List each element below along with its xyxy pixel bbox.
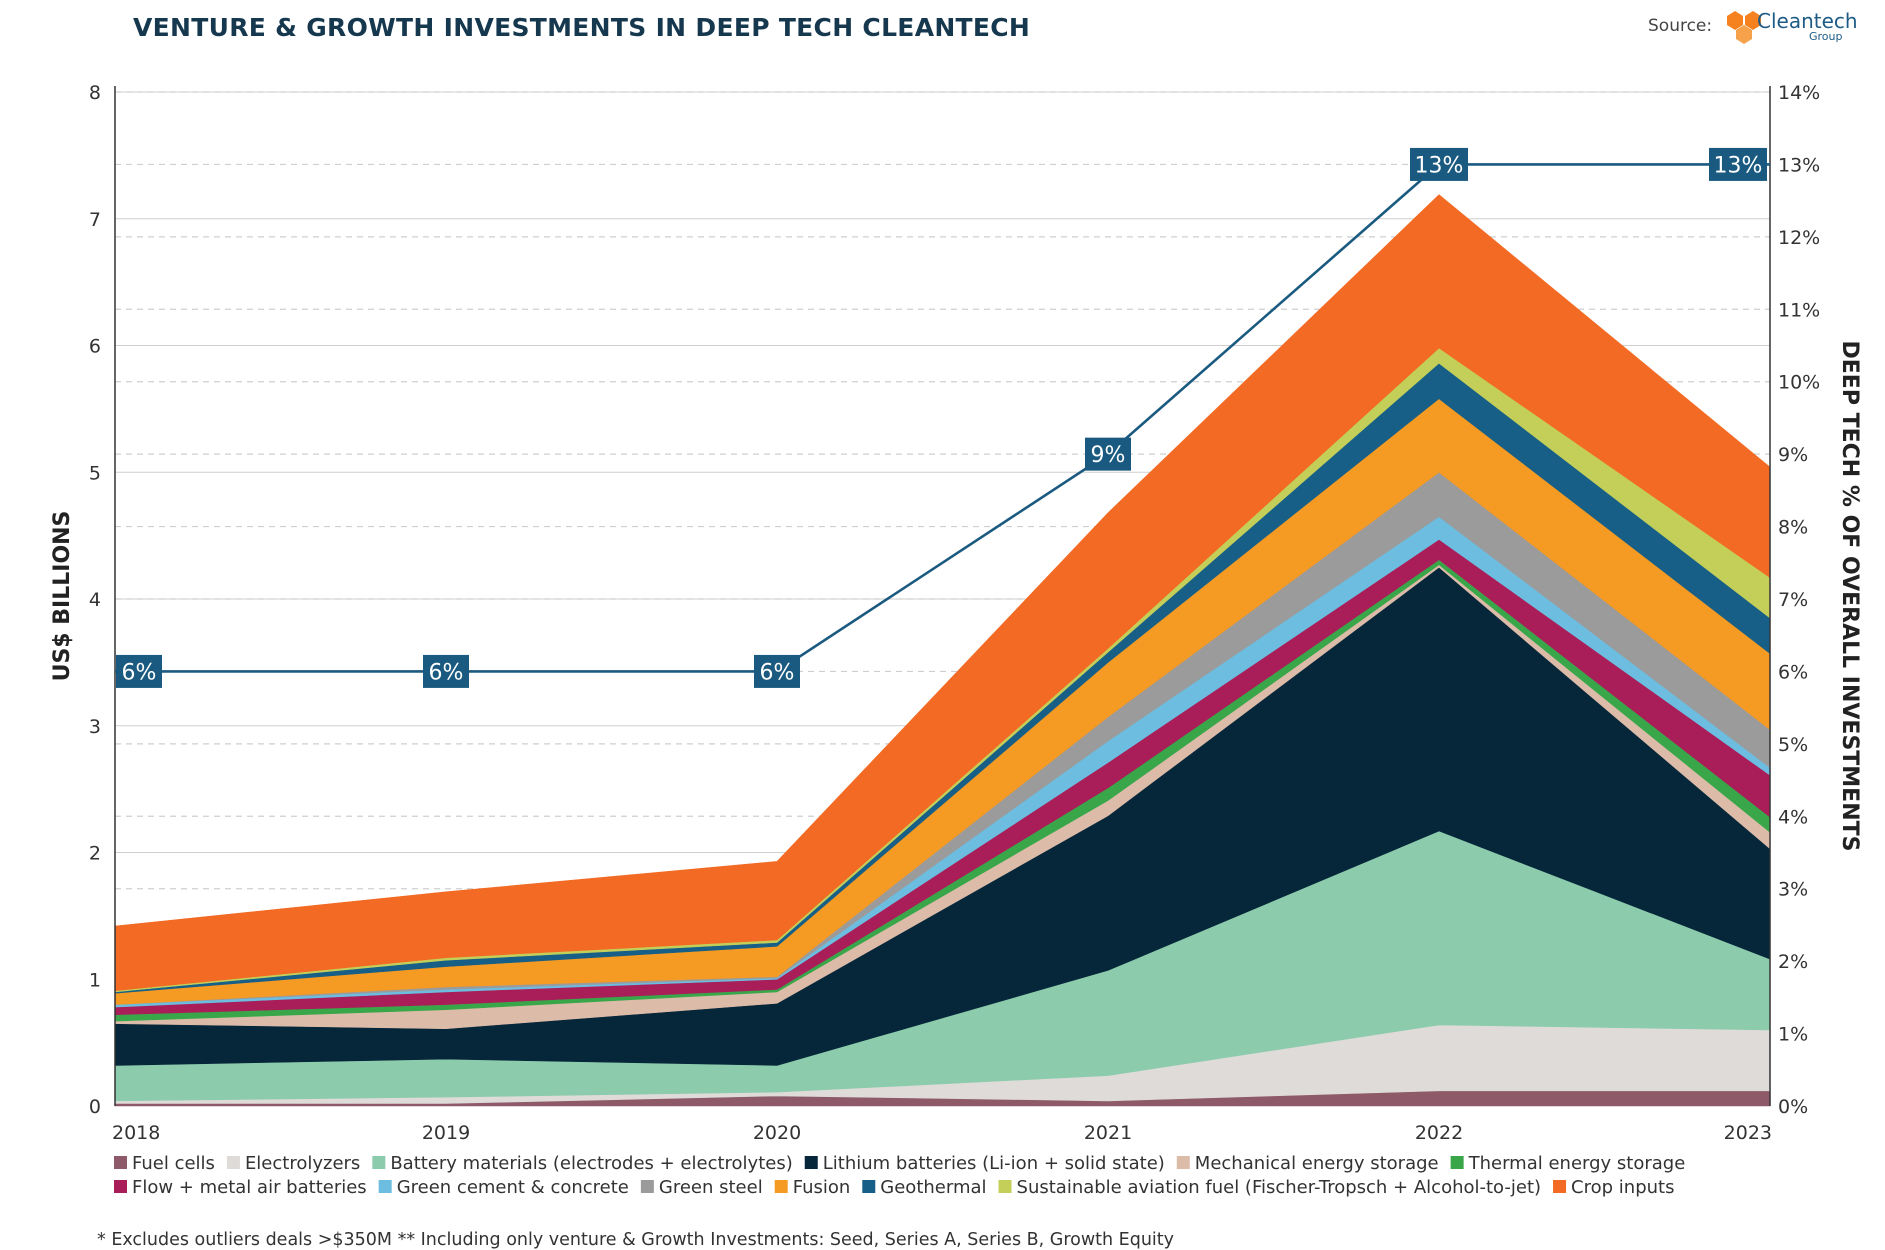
- x-tick-label: 2022: [1415, 1122, 1463, 1144]
- y2-tick-label: 13%: [1778, 154, 1820, 176]
- chart-title: VENTURE & GROWTH INVESTMENTS IN DEEP TEC…: [133, 13, 1030, 42]
- x-tick-label: 2020: [753, 1122, 801, 1144]
- percent-label-box: [1410, 147, 1468, 181]
- legend-label: Geothermal: [880, 1177, 986, 1198]
- x-tick-label: 2019: [422, 1122, 470, 1144]
- legend-swatch: [378, 1180, 392, 1193]
- legend-swatch: [114, 1156, 127, 1169]
- legend-label: Green steel: [659, 1177, 763, 1198]
- percent-label: 13%: [1415, 153, 1464, 178]
- x-tick-label: 2018: [112, 1122, 160, 1144]
- y2-tick-label: 4%: [1778, 806, 1808, 828]
- legend-label: Flow + metal air batteries: [132, 1177, 367, 1198]
- y-axis-title: US$ BILLIONS: [50, 511, 75, 682]
- legend-swatch: [640, 1180, 654, 1193]
- legend-swatch: [998, 1180, 1012, 1193]
- legend-swatch: [774, 1180, 788, 1193]
- legend-label: Lithium batteries (Li-ion + solid state): [823, 1153, 1165, 1174]
- percent-label-box: [116, 654, 162, 688]
- y-tick-label: 3: [89, 716, 101, 738]
- percent-label-box: [1085, 437, 1131, 471]
- percent-label-box: [423, 654, 469, 688]
- y2-tick-label: 5%: [1778, 734, 1808, 756]
- cleantech-logo-icon: [1727, 11, 1761, 44]
- source-label: Source:: [1648, 16, 1712, 36]
- percent-label-box: [754, 654, 800, 688]
- y2-axis-title: DEEP TECH % OF OVERALL INVESTMENTS: [1837, 341, 1862, 852]
- percent-label: 6%: [122, 660, 157, 685]
- x-tick-label: 2021: [1084, 1122, 1132, 1144]
- legend-swatch: [1176, 1156, 1190, 1169]
- legend-swatch: [804, 1156, 818, 1169]
- logo-sub: Group: [1809, 30, 1843, 43]
- legend-label: Fuel cells: [132, 1153, 215, 1174]
- legend-label: Green cement & concrete: [397, 1177, 629, 1198]
- y2-tick-label: 12%: [1778, 227, 1820, 249]
- percent-label: 6%: [760, 660, 795, 685]
- legend-label: Thermal energy storage: [1468, 1153, 1686, 1174]
- legend-label: Fusion: [793, 1177, 851, 1198]
- y2-tick-label: 6%: [1778, 661, 1808, 683]
- source-attribution: Source: Cleantech Group: [1648, 9, 1858, 44]
- y-tick-label: 6: [89, 336, 101, 358]
- legend-swatch: [114, 1180, 127, 1193]
- legend-swatch: [862, 1180, 876, 1193]
- percent-label: 13%: [1714, 153, 1763, 178]
- legend-swatch: [226, 1156, 240, 1169]
- y2-tick-label: 8%: [1778, 517, 1808, 539]
- legend-swatch: [1450, 1156, 1464, 1169]
- y2-tick-label: 2%: [1778, 951, 1808, 973]
- y-tick-label: 7: [89, 209, 101, 231]
- axes: 0 1 2 3 4 5 6 7 8 0% 1% 2% 3% 4% 5% 6% 7% 8% 9% 10% 11% 12% 13…: [89, 82, 1820, 1144]
- legend-label: Crop inputs: [1571, 1177, 1674, 1198]
- y2-tick-label: 7%: [1778, 589, 1808, 611]
- legend-label: Battery materials (electrodes + electrol…: [390, 1153, 792, 1174]
- legend-swatch: [1553, 1180, 1567, 1193]
- y2-tick-label: 14%: [1778, 82, 1820, 104]
- percentage-line: 6% 6% 6% 9% 13% 13%: [115, 147, 1770, 688]
- y2-tick-label: 0%: [1778, 1096, 1808, 1118]
- percent-label: 9%: [1091, 443, 1126, 468]
- legend-label: Sustainable aviation fuel (Fischer-Trops…: [1017, 1177, 1542, 1198]
- y2-tick-label: 11%: [1778, 299, 1820, 321]
- y-tick-label: 1: [89, 969, 101, 991]
- legend-swatch: [372, 1156, 386, 1169]
- y2-tick-label: 10%: [1778, 372, 1820, 394]
- y-tick-label: 8: [89, 82, 101, 104]
- y2-tick-label: 1%: [1778, 1024, 1808, 1046]
- x-tick-label: 2023: [1724, 1122, 1772, 1144]
- percent-label: 6%: [429, 660, 464, 685]
- legend-label: Electrolyzers: [245, 1153, 360, 1174]
- y-tick-label: 4: [89, 589, 101, 611]
- y-tick-label: 5: [89, 462, 101, 484]
- y2-tick-label: 3%: [1778, 879, 1808, 901]
- percentage-line-path: [115, 163, 1770, 673]
- legend: Fuel cells Electrolyzers Battery materials…: [114, 1153, 1685, 1198]
- y-tick-label: 0: [89, 1096, 101, 1118]
- logo-name: Cleantech: [1757, 9, 1858, 33]
- legend-label: Mechanical energy storage: [1195, 1153, 1439, 1174]
- percent-label-box: [1709, 147, 1767, 181]
- footnote: * Excludes outliers deals >$350M ** Incl…: [97, 1230, 1174, 1250]
- stacked-areas: [114, 194, 1771, 1107]
- y-tick-label: 2: [89, 843, 101, 865]
- y2-tick-label: 9%: [1778, 444, 1808, 466]
